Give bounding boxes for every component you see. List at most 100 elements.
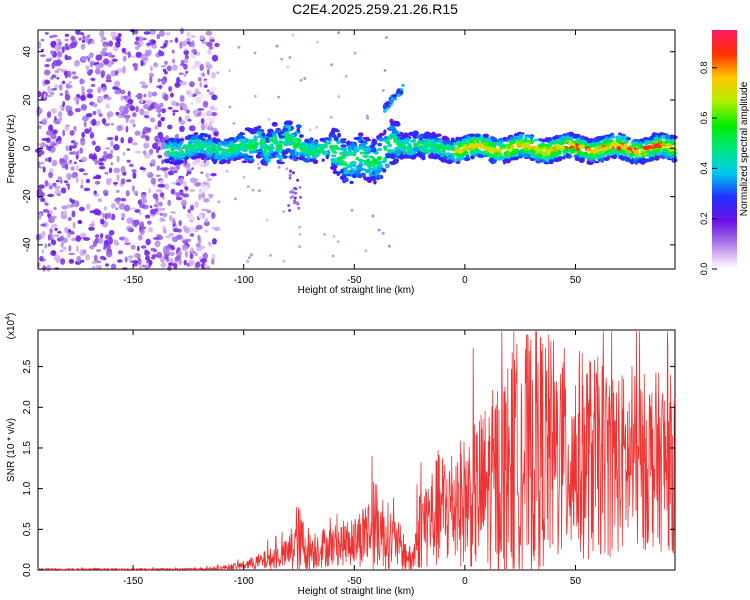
- spectrogram-noise-mark: [90, 83, 96, 88]
- snr-xlabel: Height of straight line (km): [298, 586, 415, 597]
- spectrogram-noise-mark: [76, 245, 79, 252]
- spectrogram-noise-mark: [127, 90, 131, 97]
- spectrogram-noise-mark: [61, 46, 65, 54]
- spectrogram-band-mark: [489, 147, 496, 152]
- spectrogram-noise-mark: [202, 186, 208, 193]
- spectrogram-band-mark: [664, 133, 670, 139]
- spectrogram-noise-mark: [48, 209, 53, 215]
- spectrogram-band-mark: [322, 150, 328, 156]
- spectrogram-noise-mark: [167, 106, 173, 110]
- spectrogram-noise-mark: [198, 188, 203, 194]
- spectrogram-band-mark: [385, 163, 390, 169]
- spectrogram-band-mark: [253, 141, 259, 145]
- spectrogram-band-mark: [642, 152, 649, 156]
- spectrogram-band-mark: [282, 127, 289, 132]
- spectrogram-band-mark: [212, 159, 217, 163]
- spectrogram-noise-mark: [128, 227, 133, 233]
- spectrogram-noise-mark: [106, 250, 113, 258]
- spectrogram-band-mark: [268, 136, 274, 140]
- spectrogram-noise-mark: [74, 61, 79, 67]
- spectrogram-noise-mark: [103, 151, 108, 156]
- spectrogram-noise-mark: [186, 31, 191, 38]
- spectrogram-band-mark: [263, 153, 268, 158]
- spectrogram-noise-mark: [211, 211, 216, 220]
- spectrogram-band-mark: [524, 153, 529, 157]
- spectrogram-secondary-mark: [385, 101, 390, 105]
- spectrogram-noise-mark: [195, 96, 202, 104]
- spectrogram-band-mark: [342, 138, 347, 141]
- spectrogram-noise-mark: [43, 117, 49, 120]
- spectrogram-band-mark: [261, 159, 265, 163]
- spectrogram-noise-mark: [85, 253, 90, 261]
- spectrogram-band-mark: [259, 146, 265, 149]
- spectrogram-noise-mark: [127, 98, 134, 105]
- spectrogram-sparse-mark: [291, 33, 295, 37]
- spectrogram-band-mark: [541, 151, 548, 156]
- spectrogram-sparse-mark: [298, 232, 302, 236]
- spectrogram-noise-mark: [86, 113, 93, 118]
- spectrogram-band-mark: [164, 145, 169, 149]
- spectrogram-noise-mark: [122, 67, 126, 75]
- spectrogram-noise-mark: [51, 224, 58, 228]
- spectrogram-noise-mark: [185, 238, 192, 242]
- spectrogram-noise-mark: [38, 125, 42, 130]
- spectrogram-noise-mark: [198, 193, 202, 201]
- spectrogram-noise-mark: [49, 168, 54, 173]
- spectrogram-band-mark: [389, 161, 396, 166]
- spectrogram-noise-mark: [150, 177, 156, 185]
- spectrogram-noise-mark: [60, 187, 67, 194]
- spectrogram-noise-mark: [197, 234, 201, 241]
- spectrogram-x-tick-label: -50: [347, 275, 362, 286]
- spectrogram-noise-mark: [103, 192, 109, 197]
- spectrogram-noise-mark: [188, 215, 196, 221]
- spectrogram-noise-mark: [207, 49, 212, 55]
- spectrogram-band-mark: [575, 133, 580, 138]
- spectrogram-band-mark: [312, 159, 319, 164]
- spectrogram-noise-mark: [100, 38, 105, 43]
- spectrogram-noise-mark: [93, 176, 98, 179]
- spectrogram-noise-mark: [114, 80, 121, 88]
- spectrogram-band-mark: [308, 158, 314, 162]
- spectrogram-band-mark: [513, 133, 519, 137]
- spectrogram-noise-mark: [110, 149, 114, 155]
- spectrogram-noise-mark: [104, 147, 111, 150]
- spectrogram-noise-mark: [48, 171, 53, 179]
- spectrogram-noise-mark: [95, 67, 101, 75]
- snr-x-tick-label: -150: [123, 576, 143, 587]
- spectrogram-noise-mark: [59, 178, 63, 184]
- spectrogram-band-mark: [383, 148, 388, 151]
- spectrogram-noise-mark: [135, 36, 141, 42]
- spectrogram-noise-mark: [143, 31, 151, 35]
- spectrogram-noise-mark: [165, 235, 172, 239]
- spectrogram-noise-mark: [80, 184, 84, 189]
- spectrogram-band-mark: [387, 149, 393, 153]
- spectrogram-band-mark: [274, 129, 281, 134]
- spectrogram-band-mark: [168, 160, 174, 165]
- spectrogram-noise-mark: [112, 36, 116, 40]
- spectrogram-noise-mark: [100, 70, 106, 78]
- spectrogram-noise-mark: [213, 107, 218, 111]
- spectrogram-x-tick-label: -150: [123, 275, 143, 286]
- spectrogram-band-mark: [390, 154, 396, 160]
- spectrogram-band-mark: [196, 140, 202, 145]
- spectrogram-band-mark: [311, 142, 315, 146]
- colorbar-tick-label: 0.8: [699, 61, 709, 74]
- spectrogram-band-mark: [315, 151, 319, 156]
- spectrogram-band-mark: [368, 167, 373, 172]
- spectrogram-band-mark: [298, 156, 306, 161]
- spectrogram-noise-mark: [128, 163, 134, 168]
- spectrogram-noise-mark: [168, 262, 174, 266]
- spectrogram-band-mark: [335, 162, 340, 166]
- spectrogram-noise-mark: [116, 155, 120, 163]
- spectrogram-noise-mark: [187, 209, 191, 213]
- spectrogram-noise-mark: [101, 118, 107, 124]
- spectrogram-noise-mark: [174, 192, 182, 197]
- spectrogram-noise-mark: [130, 105, 136, 111]
- spectrogram-band-mark: [483, 154, 489, 158]
- spectrogram-noise-mark: [111, 122, 114, 126]
- spectrogram-band-mark: [469, 147, 475, 151]
- spectrogram-noise-mark: [89, 60, 94, 68]
- spectrogram-noise-mark: [68, 252, 76, 256]
- spectrogram-noise-mark: [145, 255, 150, 261]
- spectrogram-band-mark: [505, 143, 512, 149]
